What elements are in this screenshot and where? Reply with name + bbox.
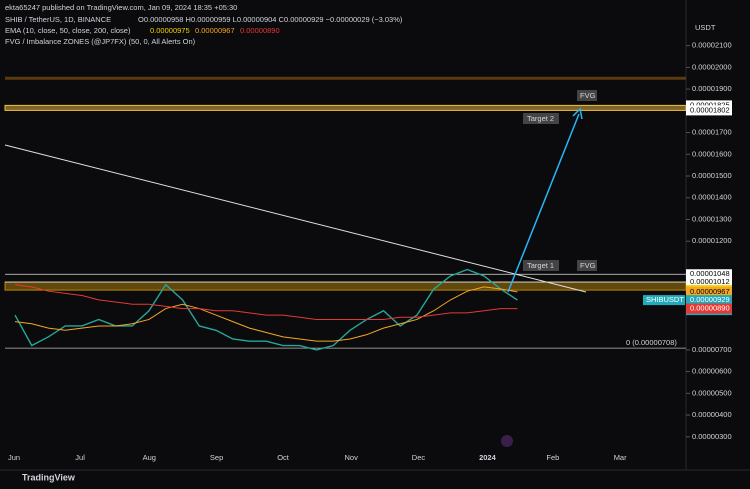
publisher: ekta65247 published on TradingView.com, … [5, 3, 237, 12]
brand: TradingView [22, 472, 76, 482]
price-badge-label: 0.00001802 [690, 105, 730, 114]
y-tick-label: 0.00001200 [692, 236, 732, 245]
price-line [14, 268, 518, 351]
arrow-head [572, 107, 583, 120]
trendline [4, 144, 587, 293]
ema-line [14, 286, 518, 342]
target-label: Target 1 [527, 261, 554, 270]
x-tick-label: Feb [546, 453, 559, 462]
x-tick-label: Sep [210, 453, 223, 462]
x-tick-label: Aug [143, 453, 156, 462]
price-badge [686, 269, 732, 280]
ema-value: 0.00000975 [150, 26, 190, 35]
symbol-badge [643, 295, 685, 306]
price-badge [686, 277, 732, 288]
price-badge-label: 0.00001012 [690, 277, 730, 286]
label-box [577, 90, 597, 101]
price-badge-label: 0.00000890 [690, 304, 730, 313]
event-icon [501, 435, 513, 447]
x-tick-label: Jun [8, 453, 20, 462]
x-tick-label: 2024 [479, 453, 497, 462]
ohlc: O0.00000958 H0.00000959 L0.00000904 C0.0… [138, 15, 403, 24]
price-badge [686, 286, 732, 297]
x-tick-label: Nov [345, 453, 359, 462]
x-tick-label: Dec [412, 453, 426, 462]
x-tick-label: Mar [614, 453, 627, 462]
base-label: 0 (0.00000708) [626, 338, 677, 347]
price-badge-label: 0.00000967 [690, 287, 730, 296]
projection-arrow [507, 113, 580, 293]
zone-label: FVG [580, 261, 596, 270]
ema-value: 0.00000967 [195, 26, 235, 35]
y-tick-label: 0.00001600 [692, 149, 732, 158]
currency: USDT [695, 23, 716, 32]
y-tick-label: 0.00000400 [692, 410, 732, 419]
ema-value: 0.00000890 [240, 26, 280, 35]
y-tick-label: 0.00001900 [692, 84, 732, 93]
fvg-zone [4, 104, 687, 111]
ema-line [14, 284, 518, 320]
y-tick-label: 0.00002100 [692, 41, 732, 50]
x-tick-label: Jul [75, 453, 85, 462]
price-badge-label: 0.00001048 [690, 269, 730, 278]
symbol-badge-label: SHIBUSDT [646, 295, 684, 304]
price-badge [686, 105, 732, 116]
y-tick-label: 0.00001500 [692, 171, 732, 180]
label-box [523, 113, 559, 124]
ema-legend: EMA (10, close, 50, close, 200, close) [5, 26, 131, 35]
y-tick-label: 0.00000700 [692, 345, 732, 354]
y-tick-label: 0.00002000 [692, 62, 732, 71]
label-box [577, 260, 597, 271]
zone-label: FVG [580, 91, 596, 100]
price-badge-label: 0.00001825 [690, 100, 730, 109]
target-label: Target 2 [527, 114, 554, 123]
y-tick-label: 0.00001400 [692, 193, 732, 202]
symbol: SHIB / TetherUS, 1D, BINANCE [5, 15, 111, 24]
label-box [523, 260, 559, 271]
y-tick-label: 0.00000500 [692, 388, 732, 397]
fvg-legend: FVG / Imbalance ZONES (@JP7FX) (50, 0, A… [5, 37, 196, 46]
y-tick-label: 0.00001700 [692, 128, 732, 137]
fvg-zone [4, 281, 687, 291]
y-tick-label: 0.00001300 [692, 214, 732, 223]
y-tick-label: 0.00000600 [692, 367, 732, 376]
price-badge [686, 303, 732, 314]
price-badge-label: 0.00000929 [690, 295, 730, 304]
y-tick-label: 0.00000300 [692, 432, 732, 441]
x-tick-label: Oct [277, 453, 290, 462]
